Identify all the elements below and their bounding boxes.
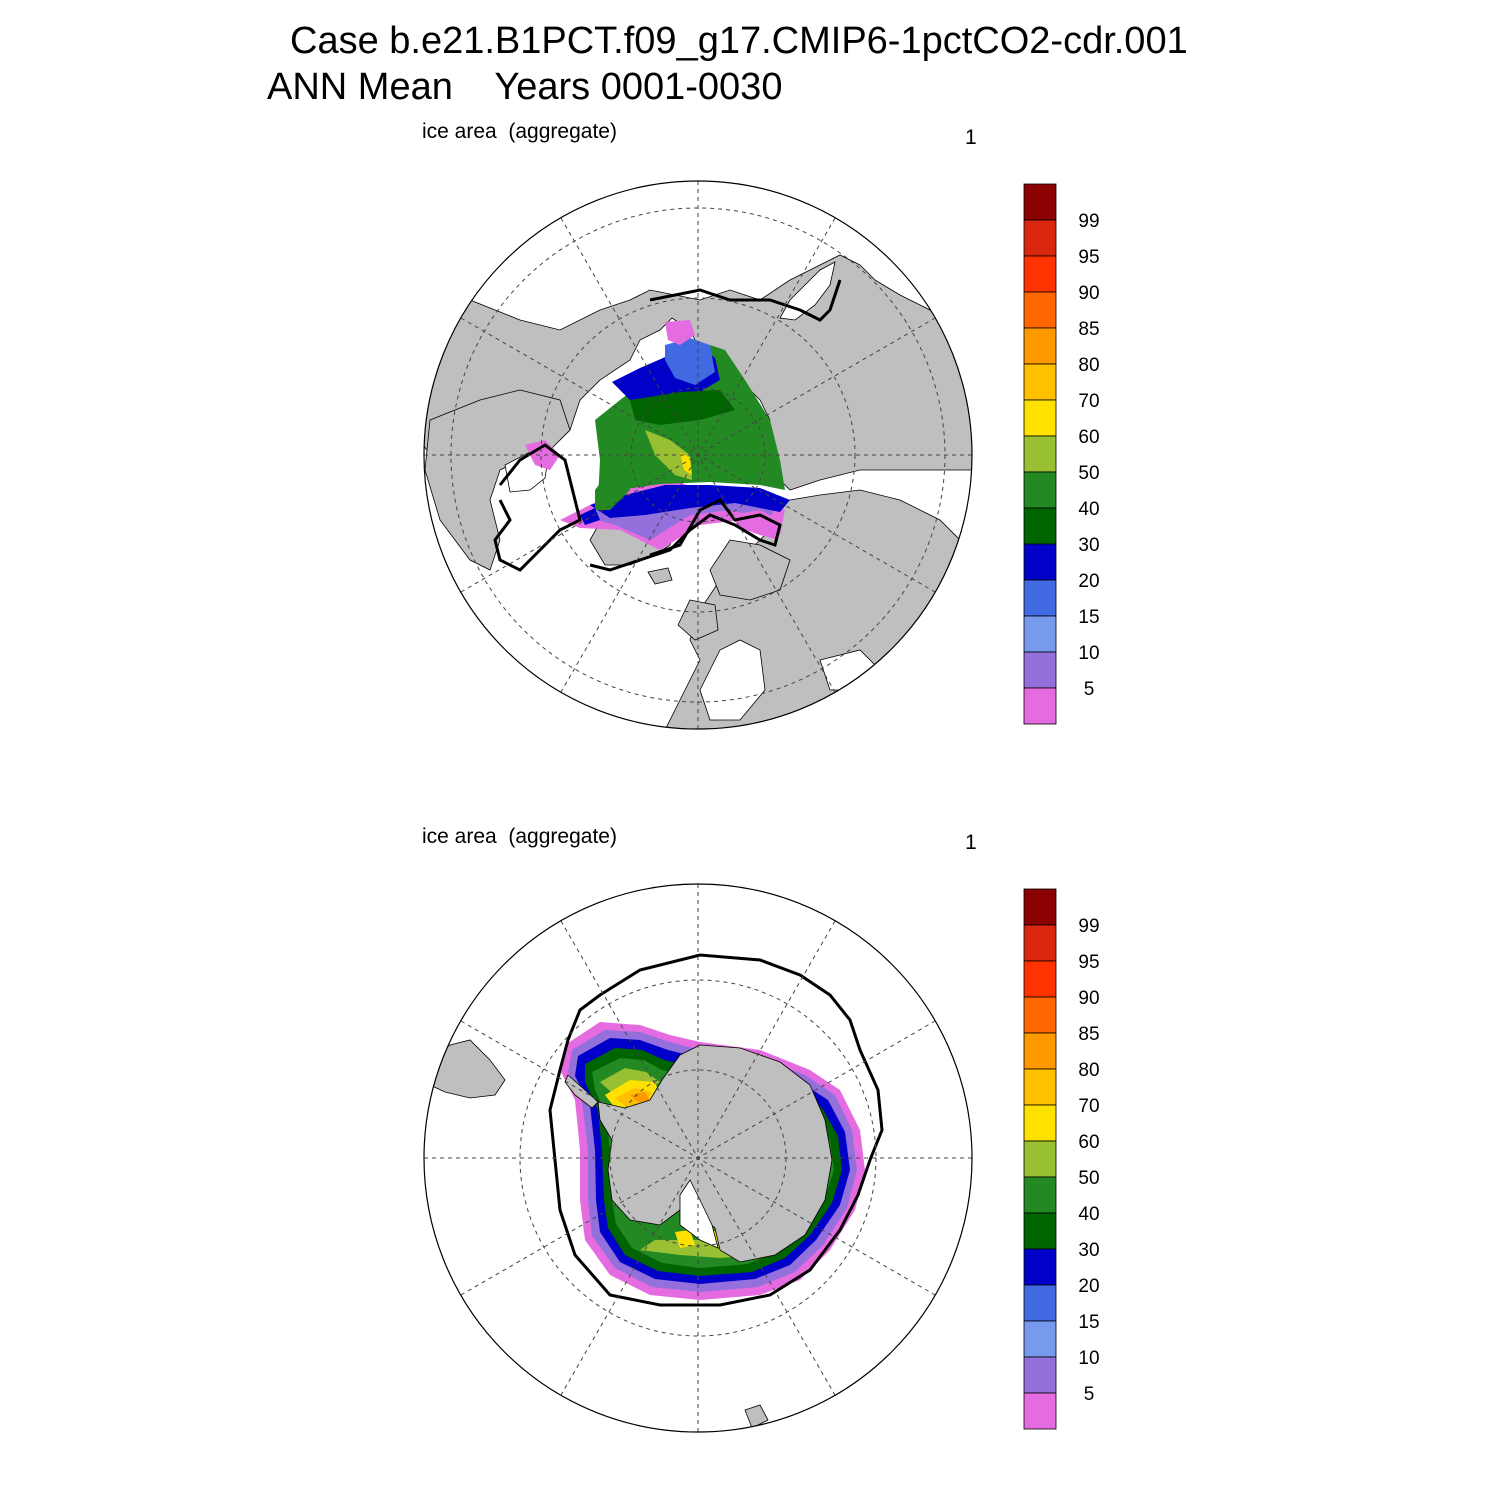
north-land-iceland [647,567,673,585]
south-colorbar-label: 10 [1078,1348,1099,1369]
north-panel-label: ice area (aggregate) [422,120,617,143]
north-colorbar-box [1023,183,1057,221]
south-colorbar-box [1023,1032,1057,1070]
north-ice-edge-contour [493,279,842,572]
south-colorbar-label: 99 [1078,916,1099,937]
north-colorbar-box [1023,363,1057,401]
north-water-hudson-bay [699,639,766,721]
south-colorbar-box [1023,1248,1057,1286]
north-ice-barents [595,460,630,510]
south-colorbar-box [1023,1356,1057,1394]
north-colorbar-box [1023,507,1057,545]
south-colorbar-box [1023,888,1057,926]
north-colorbar-box [1023,471,1057,509]
north-land-archipelago-2 [677,599,719,641]
south-colorbar-label: 30 [1078,1240,1099,1261]
south-land-antarctica [597,1044,833,1263]
north-colorbar-label: 40 [1078,499,1099,520]
north-panel-unit: 1 [965,126,977,149]
north-ice-core-light [645,430,692,480]
north-ice-pacific-lightblue [665,338,715,385]
north-colorbar-box [1023,291,1057,329]
north-colorbar-box [1023,435,1057,473]
south-colorbar-label: 5 [1084,1384,1095,1405]
south-land-island [744,1404,769,1429]
north-colorbar-box [1023,255,1057,293]
north-colorbar-label: 90 [1078,283,1099,304]
south-colorbar-box [1023,1212,1057,1250]
plot-title-line-2: ANN Mean Years 0001-0030 [267,66,783,108]
plot-title-line-1: Case b.e21.B1PCT.f09_g17.CMIP6-1pctCO2-c… [290,20,1188,62]
south-colorbar-box [1023,1104,1057,1142]
south-colorbar-label: 20 [1078,1276,1099,1297]
antarctic-map [423,883,973,1433]
north-colorbar-box [1023,687,1057,725]
arctic-map [423,180,973,730]
north-map-border [423,180,973,730]
north-colorbar-box [1023,327,1057,365]
south-colorbar-label: 40 [1078,1204,1099,1225]
north-colorbar-box [1023,615,1057,653]
north-ice-pacific-pink [665,320,695,345]
north-colorbar-label: 95 [1078,247,1099,268]
north-colorbar-label: 50 [1078,463,1099,484]
south-colorbar: 99 95 90 85 80 70 60 50 40 30 20 15 10 5 [1023,888,1100,1430]
south-colorbar-box [1023,960,1057,998]
north-colorbar-label: 99 [1078,211,1099,232]
north-colorbar-box [1023,219,1057,257]
north-colorbar-label: 5 [1084,679,1095,700]
south-colorbar-label: 90 [1078,988,1099,1009]
south-colorbar-label: 95 [1078,952,1099,973]
north-colorbar-box [1023,579,1057,617]
north-ice-core-dark [630,390,735,425]
south-colorbar-box [1023,1320,1057,1358]
north-colorbar-box [1023,399,1057,437]
south-colorbar-box [1023,1068,1057,1106]
north-colorbar-box [1023,651,1057,689]
north-colorbar-label: 80 [1078,355,1099,376]
north-ice-core-yellow [680,452,692,475]
north-colorbar-label: 20 [1078,571,1099,592]
south-colorbar-label: 80 [1078,1060,1099,1081]
south-colorbar-box [1023,924,1057,962]
north-ice-greenland-sea [525,440,560,470]
south-colorbar-box [1023,996,1057,1034]
south-colorbar-box [1023,1392,1057,1430]
south-colorbar-box [1023,1140,1057,1178]
south-colorbar-box [1023,1284,1057,1322]
south-panel-unit: 1 [965,831,977,854]
south-panel-label: ice area (aggregate) [422,825,617,848]
north-colorbar-label: 10 [1078,643,1099,664]
south-colorbar-box [1023,1176,1057,1214]
north-colorbar-label: 60 [1078,427,1099,448]
south-colorbar-label: 15 [1078,1312,1099,1333]
south-colorbar-label: 60 [1078,1132,1099,1153]
south-map-border [423,883,973,1433]
north-colorbar-label: 85 [1078,319,1099,340]
north-ice-20 [590,485,790,518]
south-ice-80 [630,1092,650,1102]
south-graticule [424,884,972,1432]
north-land-archipelago [709,539,791,601]
north-water-bering [779,261,836,321]
south-colorbar-label: 85 [1078,1024,1099,1045]
north-colorbar-label: 70 [1078,391,1099,412]
north-colorbar-label: 30 [1078,535,1099,556]
south-colorbar-label: 70 [1078,1096,1099,1117]
south-colorbar-label: 50 [1078,1168,1099,1189]
south-ice-edge-contour [548,953,884,1307]
north-colorbar-box [1023,543,1057,581]
south-ross-ice-shelf [679,1179,719,1249]
north-graticule [424,181,972,729]
south-land-south-america [429,1039,506,1099]
north-ice-barents-blue [580,508,600,525]
south-land-peninsula [564,1074,599,1109]
north-colorbar-label: 15 [1078,607,1099,628]
north-colorbar: 99 95 90 85 80 70 60 50 40 30 20 15 10 5 [1023,183,1100,725]
